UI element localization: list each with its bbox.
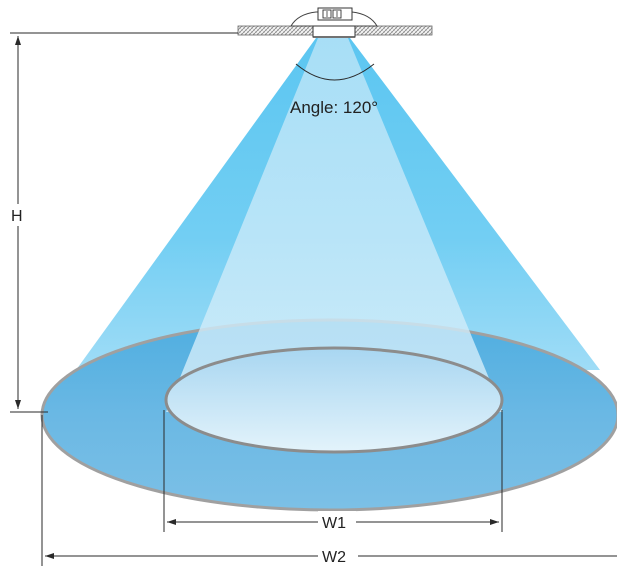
- inner-width-label: W1: [322, 515, 346, 532]
- ceiling-downlight-icon: [290, 7, 378, 38]
- beam-angle-arc: [295, 63, 375, 81]
- height-label: H: [11, 208, 23, 225]
- inner-beam-ellipse: [164, 346, 504, 454]
- inner-light-cone: [166, 38, 503, 412]
- angle-label: Angle: 120°: [290, 98, 378, 117]
- outer-width-label: W2: [322, 549, 346, 566]
